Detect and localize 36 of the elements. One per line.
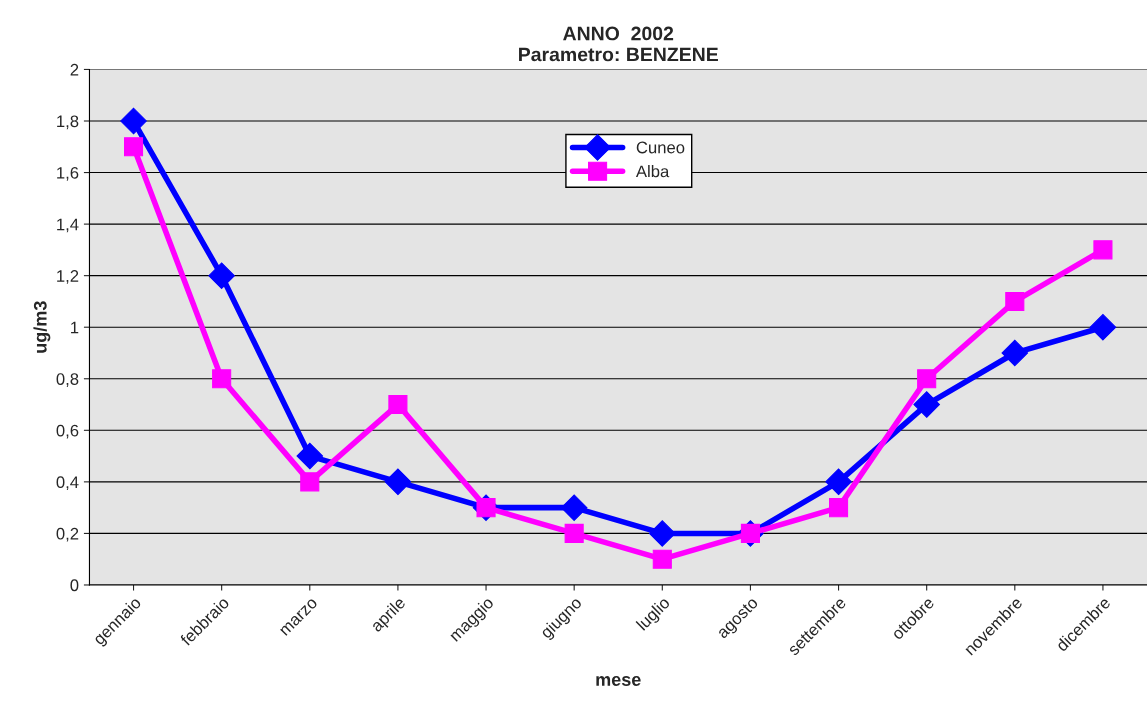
point bbox=[829, 498, 849, 518]
y-tick-label: 0 bbox=[70, 579, 79, 592]
point bbox=[384, 468, 412, 496]
y-tick-label: 1,2 bbox=[57, 270, 79, 284]
y-tick-label: 1,6 bbox=[57, 166, 79, 181]
point bbox=[1089, 313, 1117, 341]
point bbox=[1005, 291, 1025, 311]
point bbox=[1093, 240, 1113, 260]
point bbox=[212, 369, 232, 389]
y-axis-title: ug/m3 bbox=[33, 301, 51, 353]
y-tick-label: 0,6 bbox=[56, 424, 79, 439]
point bbox=[913, 391, 940, 418]
y-tick-label: 0,4 bbox=[56, 476, 79, 491]
point bbox=[564, 523, 584, 543]
point bbox=[649, 520, 676, 547]
y-tick-label: 0,8 bbox=[56, 373, 79, 387]
point bbox=[1001, 339, 1029, 367]
point bbox=[388, 394, 408, 415]
point bbox=[825, 468, 852, 496]
legend-label: Alba bbox=[635, 165, 670, 178]
point bbox=[652, 549, 672, 569]
point bbox=[917, 369, 937, 389]
y-tick-label: 0,2 bbox=[56, 527, 79, 542]
y-tick-label: 1,8 bbox=[57, 115, 79, 130]
y-tick-label: 1 bbox=[71, 321, 79, 334]
point bbox=[296, 442, 324, 470]
point bbox=[300, 472, 320, 492]
point bbox=[120, 107, 147, 135]
y-tick-label: 2 bbox=[70, 63, 79, 76]
point bbox=[123, 137, 144, 157]
legend-label: Cuneo bbox=[636, 141, 685, 154]
point bbox=[208, 262, 235, 289]
x-axis-title: mese bbox=[596, 676, 641, 686]
y-tick-label: 1,4 bbox=[57, 218, 79, 233]
chart-title: ANNO 2002 Parametro: BENZENE bbox=[519, 26, 718, 62]
point bbox=[560, 494, 588, 521]
